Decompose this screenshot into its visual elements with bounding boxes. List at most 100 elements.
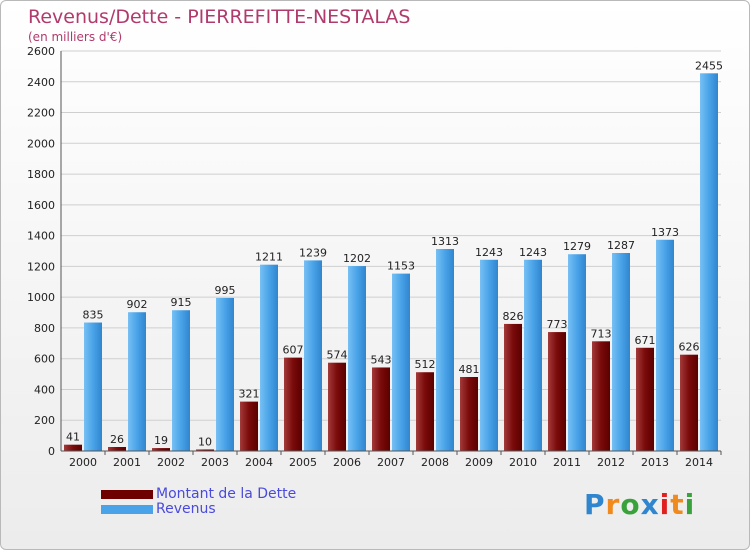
x-tick-label: 2004: [245, 456, 273, 469]
x-tick-label: 2007: [377, 456, 405, 469]
bar-debt: [108, 447, 126, 451]
value-label-debt: 41: [66, 431, 80, 444]
bar-debt: [592, 341, 610, 451]
logo-letter: o: [620, 488, 641, 521]
logo-letter: t: [670, 488, 685, 521]
value-label-revenue: 1211: [255, 251, 283, 264]
bar-debt: [636, 347, 654, 451]
bar-revenue: [216, 297, 234, 451]
value-label-revenue: 902: [127, 298, 148, 311]
value-label-debt: 626: [679, 341, 700, 354]
y-tick-label: 2200: [27, 107, 55, 120]
y-tick-label: 1600: [27, 199, 55, 212]
y-tick-label: 800: [34, 322, 55, 335]
value-label-revenue: 995: [215, 284, 236, 297]
x-tick-label: 2003: [201, 456, 229, 469]
y-tick-label: 1200: [27, 260, 55, 273]
value-label-revenue: 1287: [607, 239, 635, 252]
x-tick-label: 2005: [289, 456, 317, 469]
y-tick-label: 200: [34, 414, 55, 427]
proxiti-logo: Proxiti: [584, 488, 695, 521]
bar-debt: [460, 377, 478, 451]
value-label-revenue: 1373: [651, 226, 679, 239]
value-label-revenue: 1313: [431, 235, 459, 248]
value-label-debt: 321: [239, 388, 260, 401]
bar-revenue: [612, 253, 630, 451]
value-label-debt: 826: [503, 310, 524, 323]
x-tick-label: 2011: [553, 456, 581, 469]
bar-revenue: [568, 254, 586, 451]
x-tick-label: 2014: [685, 456, 713, 469]
value-label-revenue: 835: [83, 309, 104, 322]
legend-swatch-debt: [101, 490, 153, 499]
y-tick-label: 1800: [27, 168, 55, 181]
bar-revenue: [524, 259, 542, 451]
bar-debt: [372, 367, 390, 451]
x-tick-label: 2013: [641, 456, 669, 469]
y-tick-label: 600: [34, 353, 55, 366]
logo-letter: P: [584, 488, 606, 521]
bar-debt: [152, 448, 170, 451]
value-label-debt: 26: [110, 433, 124, 446]
bar-debt: [548, 332, 566, 451]
bar-revenue: [172, 310, 190, 451]
legend-label-revenue: Revenus: [156, 501, 216, 517]
bar-revenue: [128, 312, 146, 451]
logo-letter: x: [640, 488, 660, 521]
legend-swatch-revenue: [101, 505, 153, 514]
value-label-debt: 574: [327, 349, 348, 362]
y-tick-label: 2400: [27, 76, 55, 89]
value-label-debt: 512: [415, 358, 436, 371]
x-tick-label: 2008: [421, 456, 449, 469]
bar-debt: [64, 444, 82, 451]
logo-letter: r: [605, 488, 621, 521]
bar-debt: [284, 357, 302, 451]
bar-debt: [416, 372, 434, 451]
chart-title: Revenus/Dette - PIERREFITTE-NESTALAS: [28, 6, 411, 28]
y-tick-label: 2000: [27, 137, 55, 150]
bar-revenue: [480, 259, 498, 451]
value-label-revenue: 1202: [343, 252, 371, 265]
value-label-debt: 713: [591, 327, 612, 340]
bar-revenue: [656, 239, 674, 451]
value-label-revenue: 1279: [563, 240, 591, 253]
value-label-revenue: 915: [171, 296, 192, 309]
y-tick-label: 2600: [27, 45, 55, 58]
x-tick-label: 2000: [69, 456, 97, 469]
y-tick-label: 0: [48, 445, 55, 458]
x-tick-label: 2009: [465, 456, 493, 469]
value-label-revenue: 1239: [299, 246, 327, 259]
value-label-debt: 607: [283, 344, 304, 357]
value-label-debt: 19: [154, 434, 168, 447]
value-label-revenue: 2455: [695, 59, 723, 72]
bar-debt: [680, 354, 698, 451]
value-label-debt: 773: [547, 318, 568, 331]
bar-revenue: [304, 260, 322, 451]
logo-letter: i: [684, 488, 696, 521]
bar-debt: [328, 362, 346, 451]
bar-debt: [240, 401, 258, 451]
value-label-debt: 10: [198, 435, 212, 448]
value-label-debt: 671: [635, 334, 656, 347]
x-tick-label: 2012: [597, 456, 625, 469]
y-tick-label: 1000: [27, 291, 55, 304]
bar-debt: [196, 449, 214, 451]
bar-revenue: [260, 264, 278, 451]
x-tick-label: 2001: [113, 456, 141, 469]
value-label-revenue: 1243: [475, 246, 503, 259]
bar-revenue: [700, 73, 718, 452]
bar-revenue: [436, 249, 454, 451]
logo-letter: i: [659, 488, 671, 521]
value-label-revenue: 1153: [387, 260, 415, 273]
bar-revenue: [84, 322, 102, 451]
x-tick-label: 2002: [157, 456, 185, 469]
bar-revenue: [348, 266, 366, 451]
x-tick-label: 2006: [333, 456, 361, 469]
y-tick-label: 400: [34, 383, 55, 396]
bar-revenue: [392, 273, 410, 451]
x-tick-label: 2010: [509, 456, 537, 469]
legend-label-debt: Montant de la Dette: [156, 486, 297, 502]
y-tick-label: 1400: [27, 230, 55, 243]
